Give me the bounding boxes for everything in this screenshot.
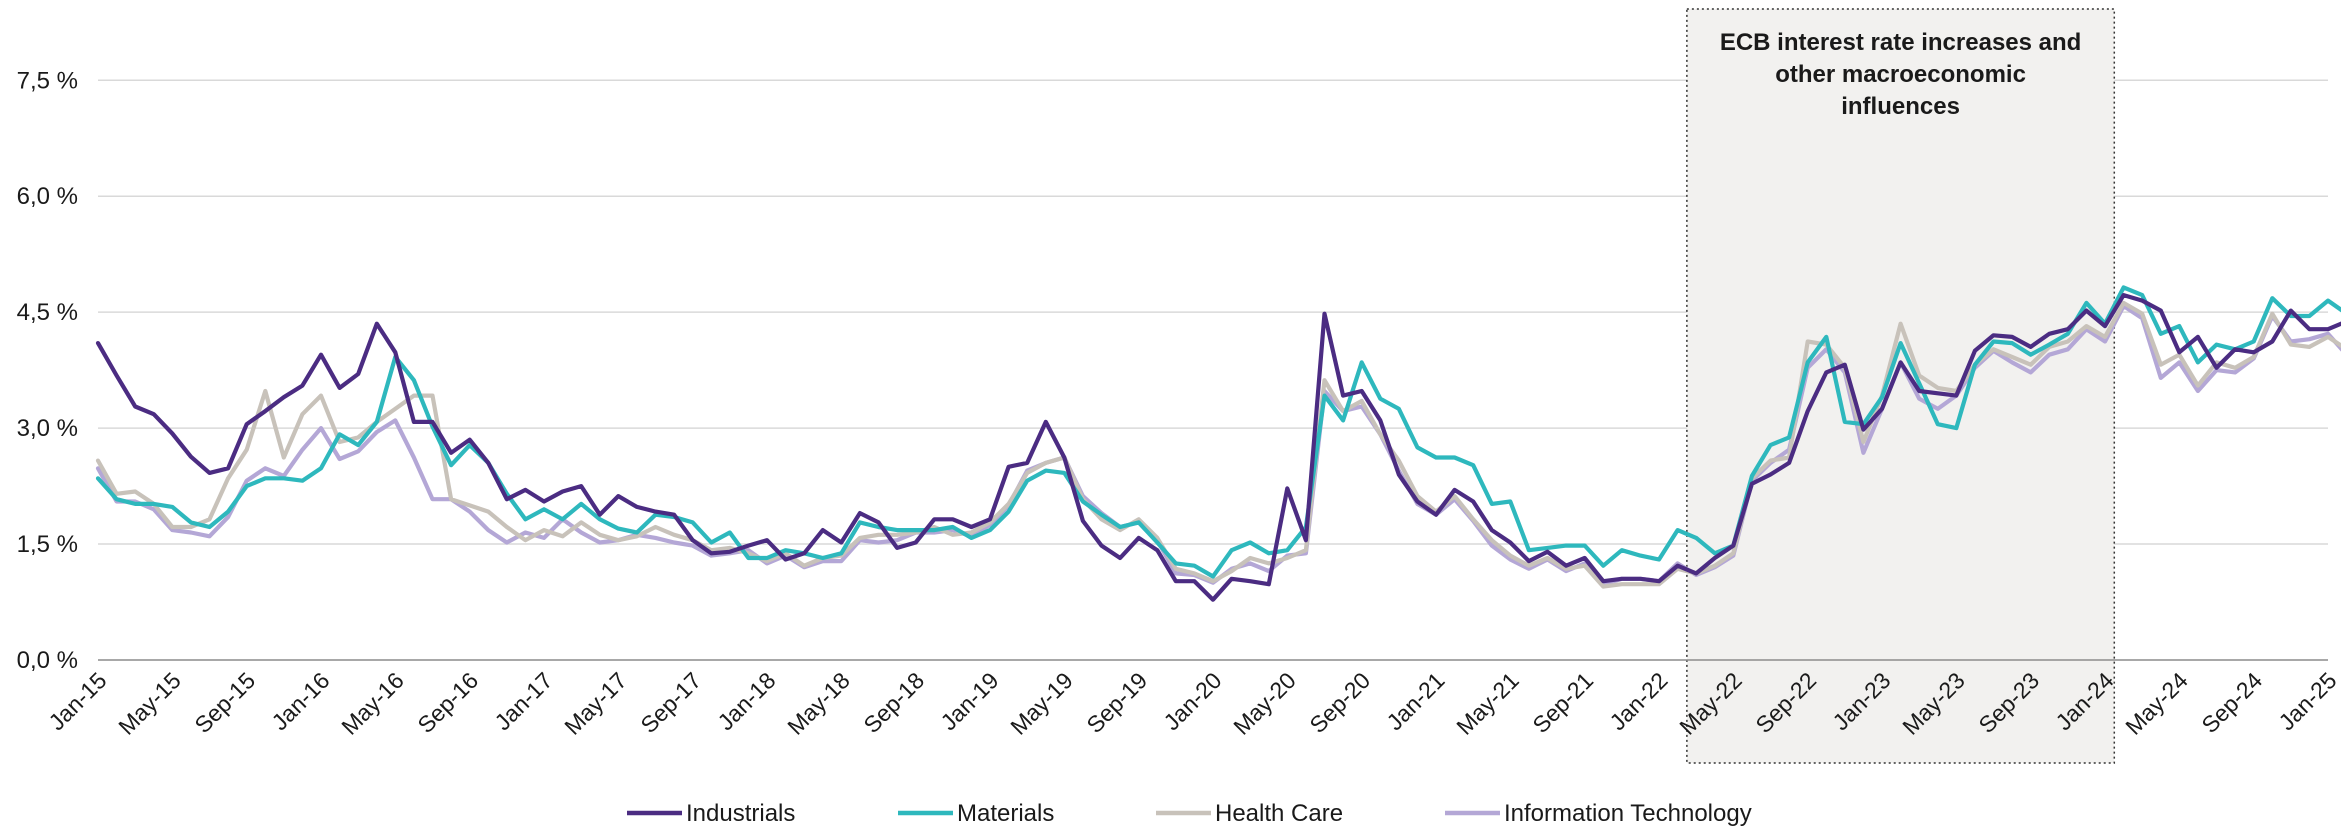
annotation-text-line: ECB interest rate increases and — [1720, 29, 2082, 56]
series-line-industrials — [95, 293, 2341, 602]
y-tick-label: 1,5 % — [17, 531, 78, 558]
x-tick-label: May-24 — [2120, 667, 2193, 740]
annotation-box — [1686, 8, 2116, 764]
y-tick-label: 7,5 % — [17, 67, 78, 94]
x-tick-label: Jan-19 — [935, 667, 1003, 735]
x-tick-label: May-19 — [1005, 667, 1078, 740]
x-tick-label: May-21 — [1451, 667, 1524, 740]
x-tick-label: Sep-19 — [1081, 667, 1152, 738]
series-line-materials — [95, 285, 2341, 579]
series-lines — [95, 285, 2341, 602]
x-tick-label: Jan-22 — [1604, 667, 1672, 735]
x-tick-label: Jan-17 — [489, 667, 557, 735]
x-tick-label: Sep-21 — [1527, 667, 1598, 738]
legend-label: Materials — [957, 800, 1054, 827]
legend-label: Health Care — [1215, 800, 1343, 827]
x-tick-label: Jan-15 — [43, 667, 111, 735]
y-tick-label: 6,0 % — [17, 183, 78, 210]
annotation-text-line: influences — [1841, 93, 1960, 120]
legend: Industrials Materials Health Care Informati… — [627, 800, 1752, 827]
y-axis: 0,0 % 1,5 % 3,0 % 4,5 % 6,0 % 7,5 % — [17, 67, 2328, 674]
x-tick-label: May-17 — [559, 667, 632, 740]
x-tick-label: May-16 — [336, 667, 409, 740]
annotation-region: ECB interest rate increases and other ma… — [1686, 8, 2116, 764]
legend-label: Industrials — [686, 800, 795, 827]
y-tick-label: 4,5 % — [17, 299, 78, 326]
x-tick-label: Jan-25 — [2273, 667, 2341, 735]
y-tick-label: 0,0 % — [17, 647, 78, 674]
x-tick-label: Sep-17 — [635, 667, 706, 738]
x-tick-label: Sep-15 — [189, 667, 260, 738]
x-tick-label: May-15 — [113, 667, 186, 740]
x-tick-label: Jan-20 — [1158, 667, 1226, 735]
y-tick-label: 3,0 % — [17, 415, 78, 442]
legend-label: Information Technology — [1504, 800, 1752, 827]
x-tick-label: Sep-16 — [412, 667, 483, 738]
x-tick-label: Sep-18 — [858, 667, 929, 738]
x-tick-label: Jan-21 — [1381, 667, 1449, 735]
x-tick-label: Jan-16 — [266, 667, 334, 735]
x-tick-label: Sep-20 — [1304, 667, 1375, 738]
x-tick-label: Sep-24 — [2196, 667, 2267, 738]
x-tick-label: May-18 — [782, 667, 855, 740]
annotation-text-line: other macroeconomic — [1775, 61, 2026, 88]
x-tick-label: May-20 — [1228, 667, 1301, 740]
x-tick-label: Jan-18 — [712, 667, 780, 735]
